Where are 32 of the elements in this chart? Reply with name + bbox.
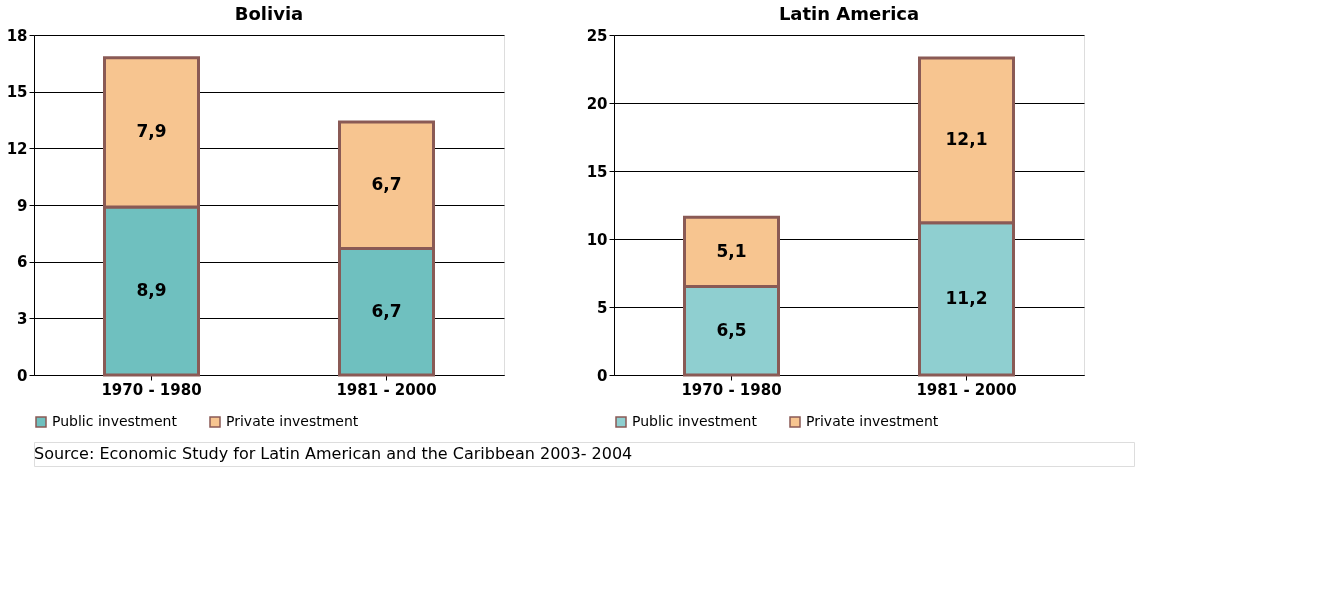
y-tick-label: 6 — [17, 253, 28, 272]
x-tick-label: 1970 - 1980 — [101, 380, 202, 399]
x-tick-label: 1981 - 2000 — [916, 380, 1017, 399]
y-tick-label: 15 — [586, 162, 608, 181]
legend-label: Private investment — [806, 413, 939, 429]
source-note: Source: Economic Study for Latin American and the Caribbean 2003- 2004 — [34, 444, 633, 463]
data-label: 11,2 — [945, 287, 988, 308]
y-tick-label: 20 — [586, 94, 608, 113]
chart-title: Bolivia — [234, 3, 304, 24]
data-label: 5,1 — [716, 240, 747, 261]
data-label: 6,7 — [371, 300, 402, 321]
y-tick-label: 0 — [17, 366, 28, 385]
x-tick-label: 1970 - 1980 — [681, 380, 782, 399]
legend-label: Public investment — [632, 413, 758, 429]
y-tick-label: 18 — [6, 26, 28, 45]
y-tick-label: 9 — [17, 196, 28, 215]
y-tick-label: 0 — [597, 366, 608, 385]
data-label: 6,5 — [716, 319, 747, 340]
data-label: 12,1 — [945, 129, 988, 150]
chart-title: Latin America — [778, 3, 920, 24]
x-tick-label: 1981 - 2000 — [336, 380, 437, 399]
y-tick-label: 12 — [6, 139, 28, 158]
y-tick-label: 3 — [17, 309, 28, 328]
y-tick-label: 15 — [6, 83, 28, 102]
data-label: 6,7 — [371, 174, 402, 195]
y-tick-label: 5 — [597, 298, 608, 317]
y-tick-label: 10 — [586, 230, 608, 249]
legend-label: Public investment — [52, 413, 178, 429]
y-tick-label: 25 — [586, 26, 608, 45]
data-label: 7,9 — [136, 121, 167, 142]
legend-label: Private investment — [226, 413, 359, 429]
data-label: 8,9 — [136, 279, 167, 300]
